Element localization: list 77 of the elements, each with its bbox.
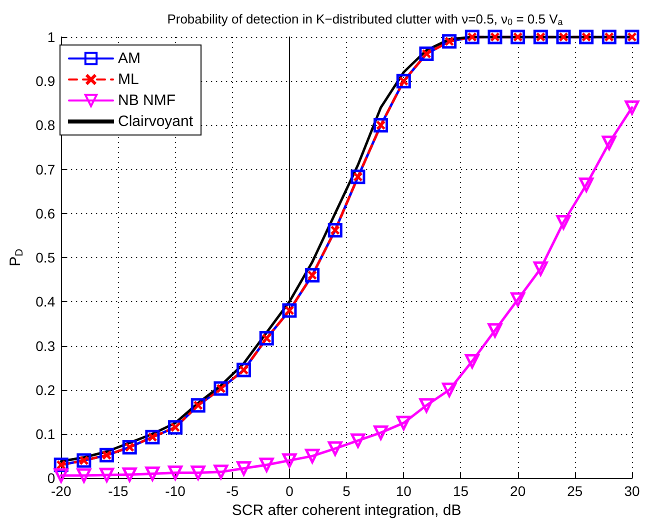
x-tick-label: 5 [342,483,351,500]
x-tick-label: 0 [286,483,294,500]
point [76,468,92,483]
point [214,464,228,480]
y-tick-label: 0.9 [36,73,56,90]
point [350,433,366,448]
y-tick-label: 1 [47,29,56,45]
point [624,100,640,115]
point [419,46,434,62]
x-tick-label: -15 [108,483,129,500]
y-tick-label: 0.6 [36,205,56,222]
point [328,222,342,238]
point [533,30,548,44]
point [488,323,502,338]
point [556,30,571,44]
point [396,416,411,430]
point [190,466,206,480]
y-tick-label: 0.5 [36,250,56,266]
point [396,74,411,88]
point [100,448,114,462]
point [305,448,320,464]
point [282,303,297,318]
y-tick-label: 0.1 [36,426,56,442]
point [305,268,320,282]
y-tick-label: 0.7 [36,161,56,178]
point [602,136,616,150]
x-tick-label: -10 [165,483,186,500]
point [259,331,274,346]
point [145,430,160,444]
legend-label: NB NMF [118,92,176,109]
point [602,30,616,44]
point [214,381,228,396]
x-tick-label: 10 [396,483,412,500]
y-tick-label: 0.8 [36,117,56,134]
point [419,398,434,413]
x-axis-title: SCR after coherent integration, dB [232,502,462,519]
legend-label: ML [118,71,139,88]
point [350,170,366,184]
point [328,441,342,456]
point [122,467,137,482]
point [259,458,274,472]
point [556,215,571,230]
point [236,461,252,476]
y-tick-label: 0.3 [36,338,56,354]
point [374,118,388,132]
point [624,30,640,44]
y-tick-label: 0.4 [36,294,56,310]
legend-label: AM [118,50,140,67]
point [488,30,502,44]
point [579,30,594,44]
point [464,30,480,44]
point [464,354,480,368]
point [533,261,548,276]
x-tick-label: 25 [567,483,583,500]
y-tick-label: 0.2 [36,382,56,398]
y-axis-title: PD [7,248,26,266]
point [145,466,160,481]
point [510,30,526,44]
point [282,453,297,468]
point [168,420,183,435]
legend-label: Clairvoyant [118,113,194,130]
point [374,425,388,440]
point [168,466,183,480]
point [190,398,206,413]
x-tick-label: 30 [624,483,640,500]
point [122,440,137,454]
x-tick-label: 15 [452,483,469,500]
point [76,453,92,468]
point [510,292,526,307]
x-tick-label: -5 [226,483,239,500]
point [100,468,114,482]
point [54,468,68,483]
x-tick-label: 20 [510,483,526,500]
point [442,34,457,49]
point [442,382,457,398]
point [579,178,594,192]
point [236,362,252,378]
